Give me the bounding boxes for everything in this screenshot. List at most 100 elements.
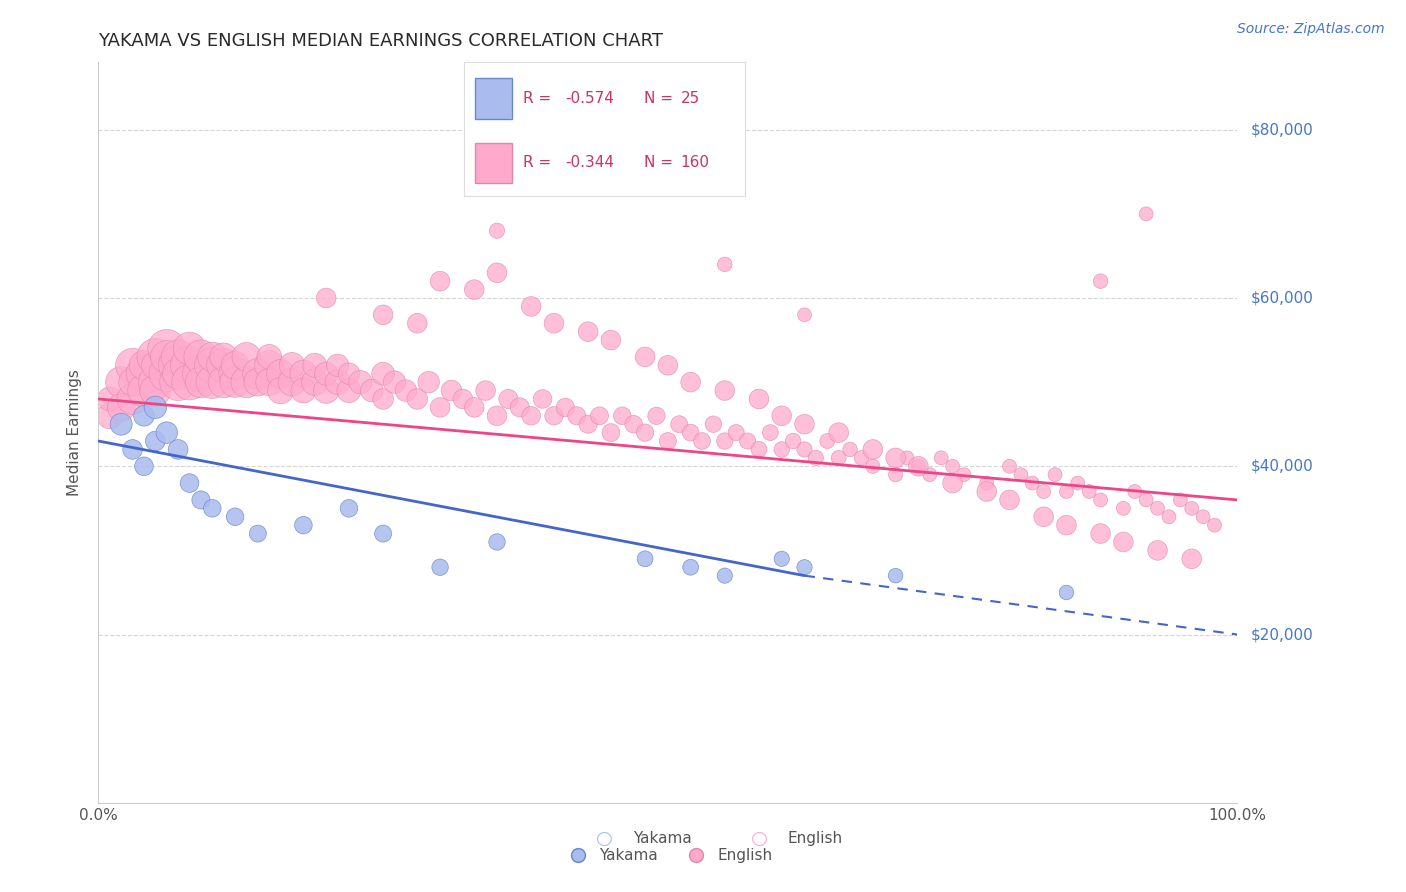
Point bbox=[224, 375, 246, 389]
Point bbox=[759, 425, 782, 440]
Point bbox=[1090, 492, 1112, 507]
Point bbox=[440, 384, 463, 398]
Point bbox=[907, 459, 929, 474]
Point bbox=[1032, 484, 1054, 499]
Point bbox=[942, 476, 965, 491]
Point bbox=[851, 450, 873, 465]
Point bbox=[235, 350, 257, 364]
Point bbox=[145, 434, 167, 448]
Point bbox=[326, 359, 349, 373]
Point bbox=[406, 392, 429, 406]
Point bbox=[929, 450, 952, 465]
Point bbox=[998, 492, 1021, 507]
Point bbox=[793, 308, 815, 322]
Point bbox=[156, 342, 179, 356]
Point bbox=[896, 450, 918, 465]
Legend: Yakama, English: Yakama, English bbox=[557, 842, 779, 869]
Point bbox=[1181, 501, 1204, 516]
Point bbox=[246, 367, 269, 381]
Point bbox=[429, 560, 451, 574]
Point bbox=[167, 367, 190, 381]
Point bbox=[953, 467, 976, 482]
Point bbox=[270, 384, 292, 398]
Point bbox=[360, 384, 382, 398]
Point bbox=[657, 359, 679, 373]
Point bbox=[828, 425, 851, 440]
Bar bbox=[475, 143, 512, 183]
Point bbox=[98, 392, 121, 406]
Point bbox=[600, 425, 623, 440]
Point bbox=[702, 417, 724, 432]
Point bbox=[179, 359, 201, 373]
Point bbox=[167, 442, 190, 457]
Point bbox=[292, 367, 315, 381]
Point bbox=[725, 425, 748, 440]
Point bbox=[862, 442, 884, 457]
Point bbox=[748, 392, 770, 406]
Point bbox=[259, 350, 281, 364]
Point bbox=[1112, 535, 1135, 549]
Point bbox=[918, 467, 941, 482]
Point bbox=[190, 350, 212, 364]
Point bbox=[679, 375, 702, 389]
Point bbox=[793, 442, 815, 457]
Text: 160: 160 bbox=[681, 155, 710, 170]
Point bbox=[212, 359, 235, 373]
Point bbox=[714, 568, 737, 582]
Point bbox=[942, 459, 965, 474]
Point bbox=[668, 417, 690, 432]
Point bbox=[1135, 207, 1157, 221]
Point bbox=[292, 384, 315, 398]
Point bbox=[429, 274, 451, 288]
Point bbox=[418, 375, 440, 389]
Point bbox=[451, 392, 474, 406]
Point bbox=[1146, 501, 1168, 516]
Point bbox=[315, 384, 337, 398]
Point bbox=[371, 308, 394, 322]
Point bbox=[259, 359, 281, 373]
Point bbox=[212, 375, 235, 389]
Point bbox=[406, 316, 429, 330]
Point bbox=[907, 459, 929, 474]
Point bbox=[145, 350, 167, 364]
Point bbox=[145, 375, 167, 389]
Point bbox=[554, 401, 576, 415]
Point bbox=[509, 401, 531, 415]
Point bbox=[1170, 492, 1192, 507]
Point bbox=[224, 509, 246, 524]
Point bbox=[326, 375, 349, 389]
Point bbox=[224, 359, 246, 373]
Point bbox=[235, 375, 257, 389]
Point bbox=[690, 434, 713, 448]
Point bbox=[679, 560, 702, 574]
Point bbox=[976, 476, 998, 491]
Point bbox=[815, 434, 838, 448]
Point bbox=[862, 459, 884, 474]
Point bbox=[463, 283, 485, 297]
Text: ○: ○ bbox=[751, 829, 768, 848]
Point bbox=[770, 551, 793, 566]
Point bbox=[190, 375, 212, 389]
Point bbox=[179, 375, 201, 389]
Point bbox=[714, 257, 737, 271]
Point bbox=[1112, 501, 1135, 516]
Point bbox=[748, 442, 770, 457]
Point bbox=[543, 409, 565, 423]
Point bbox=[167, 375, 190, 389]
Text: Yakama: Yakama bbox=[633, 831, 692, 846]
Point bbox=[976, 484, 998, 499]
Point bbox=[486, 224, 509, 238]
Point bbox=[998, 459, 1021, 474]
Point bbox=[1090, 526, 1112, 541]
Point bbox=[292, 518, 315, 533]
Text: N =: N = bbox=[644, 155, 673, 170]
Point bbox=[349, 375, 371, 389]
Point bbox=[634, 425, 657, 440]
Point bbox=[1157, 509, 1180, 524]
Point bbox=[486, 266, 509, 280]
Point bbox=[110, 417, 132, 432]
Text: 25: 25 bbox=[681, 91, 700, 106]
Point bbox=[1123, 484, 1146, 499]
Point bbox=[371, 526, 394, 541]
Point bbox=[884, 450, 907, 465]
